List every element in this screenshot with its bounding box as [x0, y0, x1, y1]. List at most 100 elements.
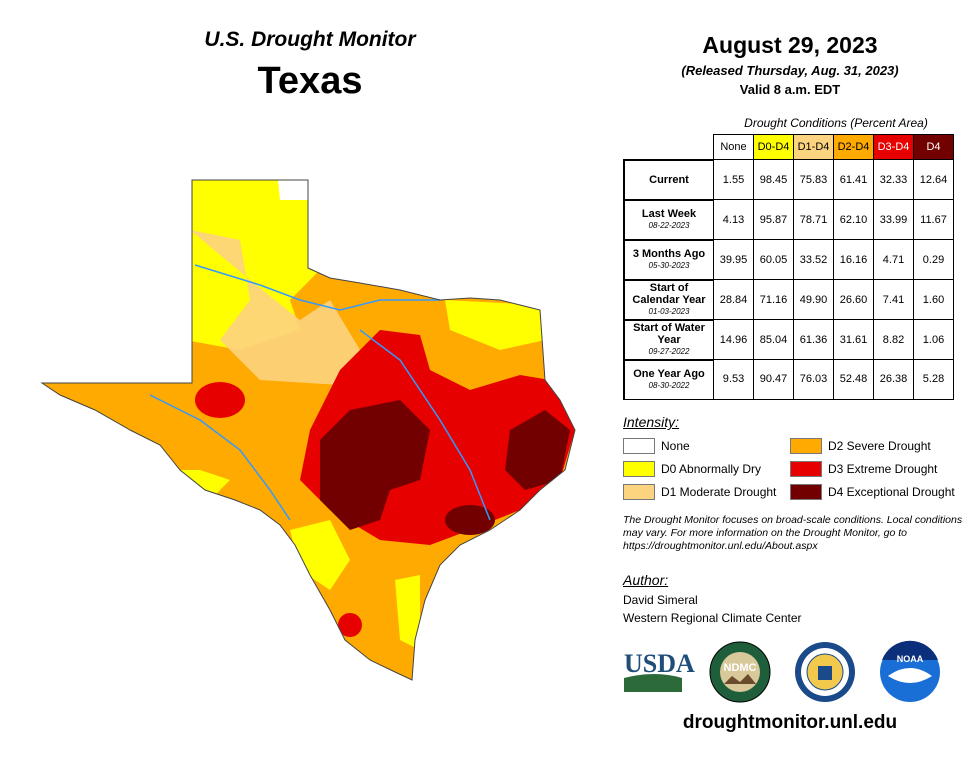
table-cell: 4.71 [873, 239, 914, 280]
table-caption: Drought Conditions (Percent Area) [744, 116, 928, 130]
svg-text:NOAA: NOAA [897, 654, 924, 664]
d0-coast [395, 575, 420, 650]
table-cell: 95.87 [753, 199, 794, 240]
table-row: Start of Calendar Year 01-03-2023 28.84 71.… [623, 278, 954, 320]
d0-panhandle [185, 180, 330, 350]
none-panhandle [278, 180, 308, 200]
table-cell: 49.90 [793, 279, 834, 320]
col-d0-d4: D0-D4 [753, 134, 794, 160]
disclaimer-note: The Drought Monitor focuses on broad-sca… [623, 514, 963, 552]
table-cell: 61.36 [793, 319, 834, 360]
table-cell: 52.48 [833, 359, 874, 400]
table-cell: 26.38 [873, 359, 914, 400]
legend-label: D4 Exceptional Drought [828, 485, 955, 499]
table-cell: 60.05 [753, 239, 794, 280]
row-label-text: One Year Ago [633, 367, 705, 380]
row-label-text: Start of Calendar Year [632, 281, 706, 306]
table-cell: 33.52 [793, 239, 834, 280]
table-cell: 39.95 [713, 239, 754, 280]
row-label-text: Current [649, 173, 689, 186]
d3-south [338, 613, 362, 637]
row-label-text: 3 Months Ago [632, 247, 706, 260]
table-cell: 7.41 [873, 279, 914, 320]
row-label: Current [623, 158, 714, 200]
row-label-text: Last Week [641, 207, 697, 220]
legend-swatch [623, 438, 655, 454]
footer-url[interactable]: droughtmonitor.unl.edu [682, 712, 898, 733]
table-row: One Year Ago 08-30-2022 9.53 90.47 76.03 52.4… [623, 358, 954, 400]
usda-logo: USDA [624, 649, 695, 692]
release-date: (Released Thursday, Aug. 31, 2023) [681, 63, 899, 78]
table-cell: 28.84 [713, 279, 754, 320]
texas-outline [40, 179, 576, 681]
table-cell: 61.41 [833, 159, 874, 200]
table-cell: 5.28 [913, 359, 954, 400]
table-cell: 16.16 [833, 239, 874, 280]
row-date: 08-30-2022 [648, 380, 690, 390]
row-label: 3 Months Ago 05-30-2023 [623, 238, 714, 280]
col-d3-d4: D3-D4 [873, 134, 914, 160]
row-label: One Year Ago 08-30-2022 [623, 358, 714, 400]
table-cell: 98.45 [753, 159, 794, 200]
d0-northeast [445, 300, 545, 350]
row-label: Start of Water Year 09-27-2022 [623, 318, 714, 360]
author-info: David Simeral Western Regional Climate C… [623, 591, 802, 627]
table-cell: 8.82 [873, 319, 914, 360]
rivers [149, 264, 491, 521]
table-cell: 62.10 [833, 199, 874, 240]
map-title: Texas [257, 60, 363, 102]
table-row: Last Week 08-22-2023 4.13 95.87 78.71 62.10 33… [623, 198, 954, 240]
map-subtitle: U.S. Drought Monitor [204, 28, 416, 51]
legend-item: D1 Moderate Drought [623, 484, 776, 500]
row-date: 08-22-2023 [648, 220, 690, 230]
legend-title: Intensity: [623, 414, 680, 430]
table-cell: 0.29 [913, 239, 954, 280]
river-red [194, 264, 440, 311]
doc-logo [795, 642, 855, 702]
none-area [160, 505, 190, 530]
legend-swatch [790, 438, 822, 454]
river-brazos [359, 329, 491, 521]
table-cell: 11.67 [913, 199, 954, 240]
legend-swatch [623, 461, 655, 477]
col-d2-d4: D2-D4 [833, 134, 874, 160]
table-row: Start of Water Year 09-27-2022 14.96 85.04 6… [623, 318, 954, 360]
drought-conditions-table: None D0-D4 D1-D4 D2-D4 D3-D4 D4 Current 1… [623, 134, 954, 400]
table-cell: 14.96 [713, 319, 754, 360]
table-cell: 76.03 [793, 359, 834, 400]
legend-label: None [661, 439, 690, 453]
legend-label: D1 Moderate Drought [661, 485, 777, 499]
legend-swatch [623, 484, 655, 500]
legend-label: D2 Severe Drought [828, 439, 931, 453]
author-name: David Simeral [623, 593, 698, 607]
col-d1-d4: D1-D4 [793, 134, 834, 160]
table-cell: 85.04 [753, 319, 794, 360]
col-none: None [713, 134, 754, 160]
table-cell: 90.47 [753, 359, 794, 400]
table-cell: 32.33 [873, 159, 914, 200]
legend-swatch [790, 484, 822, 500]
row-label: Last Week 08-22-2023 [623, 198, 714, 240]
row-label-text: Start of Water Year [633, 321, 705, 346]
table-cell: 1.55 [713, 159, 754, 200]
map-date: August 29, 2023 [702, 32, 878, 58]
table-cell: 75.83 [793, 159, 834, 200]
table-cell: 78.71 [793, 199, 834, 240]
row-date: 09-27-2022 [648, 346, 690, 356]
table-cell: 71.16 [753, 279, 794, 320]
table-cell: 33.99 [873, 199, 914, 240]
legend-label: D0 Abnormally Dry [661, 462, 762, 476]
table-cell: 1.06 [913, 319, 954, 360]
d4-east [505, 410, 570, 490]
d3-west [195, 382, 245, 418]
legend-item: None [623, 438, 690, 454]
d4-central [320, 400, 430, 530]
col-d4: D4 [913, 134, 954, 160]
row-date: 01-03-2023 [648, 306, 690, 316]
legend-label: D3 Extreme Drought [828, 462, 938, 476]
valid-time: Valid 8 a.m. EDT [739, 82, 841, 97]
row-date: 05-30-2023 [648, 260, 690, 270]
legend-item: D3 Extreme Drought [790, 461, 937, 477]
author-org: Western Regional Climate Center [623, 611, 802, 625]
